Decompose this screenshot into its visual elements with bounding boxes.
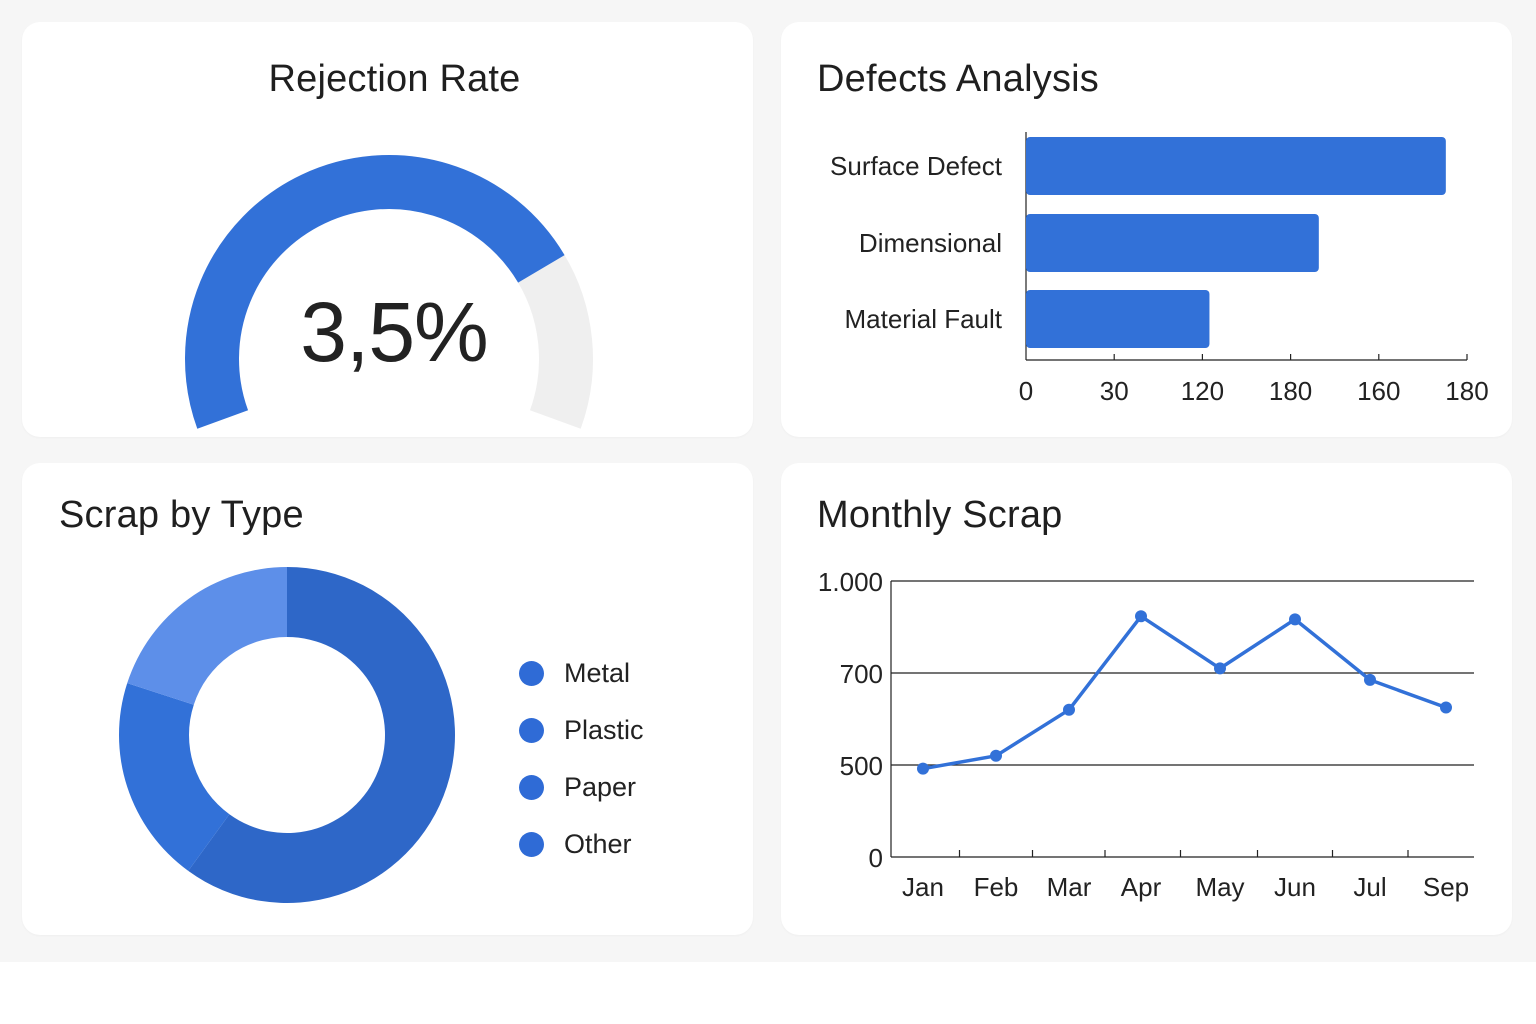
monthly-data-point bbox=[1063, 703, 1075, 716]
monthly-x-tick-label: Jun bbox=[1274, 872, 1316, 902]
legend-swatch bbox=[519, 775, 544, 800]
monthly-scrap-card: Monthly Scrap 0 500 700 1.000 Jan Feb Mar Apr Ma… bbox=[781, 463, 1512, 935]
monthly-data-point bbox=[1364, 673, 1376, 686]
rejection-gauge bbox=[185, 155, 593, 429]
monthly-series-line bbox=[922, 614, 1447, 771]
legend-swatch bbox=[519, 661, 544, 686]
monthly-data-point bbox=[1214, 662, 1226, 675]
monthly-data-point bbox=[990, 749, 1002, 762]
monthly-y-tick-label: 500 bbox=[840, 751, 883, 781]
defects-category-label: Material Fault bbox=[845, 304, 1003, 334]
defects-x-tick-label: 180 bbox=[1445, 376, 1488, 406]
defects-bar bbox=[1026, 137, 1446, 195]
gauge-fill bbox=[185, 155, 565, 429]
defects-x-tick-label: 160 bbox=[1357, 376, 1400, 406]
defects-x-tick-label: 0 bbox=[1019, 376, 1033, 406]
monthly-data-point bbox=[1289, 613, 1301, 626]
defects-analysis-card: Defects Analysis Surface Defect Dimension… bbox=[781, 22, 1512, 437]
defects-x-tick-label: 30 bbox=[1100, 376, 1129, 406]
legend-swatch bbox=[519, 718, 544, 743]
defects-bar bbox=[1026, 214, 1319, 272]
legend-label: Other bbox=[564, 829, 632, 859]
scrap-donut-chart bbox=[118, 567, 455, 903]
rejection-rate-title: Rejection Rate bbox=[268, 58, 521, 100]
monthly-x-tick-label: Jan bbox=[902, 872, 944, 902]
legend-item: Metal bbox=[519, 645, 644, 702]
monthly-y-tick-label: 1.000 bbox=[818, 567, 883, 597]
donut-slice bbox=[118, 683, 230, 871]
monthly-x-tick-label: Sep bbox=[1423, 872, 1469, 902]
scrap-legend: Metal Plastic Paper Other bbox=[519, 645, 644, 873]
defects-bar-chart: Surface Defect Dimensional Material Fault 0… bbox=[830, 132, 1489, 406]
monthly-y-tick-label: 700 bbox=[840, 659, 883, 689]
monthly-x-tick-label: Jul bbox=[1353, 872, 1386, 902]
monthly-x-tick-label: May bbox=[1195, 872, 1244, 902]
legend-swatch bbox=[519, 832, 544, 857]
monthly-data-point bbox=[917, 762, 929, 775]
footer-strip bbox=[0, 962, 1536, 1024]
legend-item: Paper bbox=[519, 759, 644, 816]
rejection-rate-card: Rejection Rate 3,5% bbox=[22, 22, 753, 437]
defects-category-label: Dimensional bbox=[859, 228, 1002, 258]
monthly-scrap-line-chart: 0 500 700 1.000 Jan Feb Mar Apr May Jun Jul Sep bbox=[818, 567, 1474, 902]
monthly-x-tick-label: Apr bbox=[1121, 872, 1162, 902]
donut-slice bbox=[127, 567, 287, 705]
donut-slice bbox=[188, 567, 455, 903]
defects-x-tick-label: 120 bbox=[1181, 376, 1224, 406]
defects-bar bbox=[1026, 290, 1210, 348]
scrap-by-type-card: Scrap by Type Metal Plastic Paper Other bbox=[22, 463, 753, 935]
legend-item: Plastic bbox=[519, 702, 644, 759]
monthly-y-tick-label: 0 bbox=[869, 843, 883, 873]
defects-category-label: Surface Defect bbox=[830, 151, 1003, 181]
defects-x-tick-label: 180 bbox=[1269, 376, 1312, 406]
monthly-scrap-title: Monthly Scrap bbox=[817, 494, 1063, 536]
monthly-x-tick-label: Mar bbox=[1047, 872, 1092, 902]
scrap-by-type-title: Scrap by Type bbox=[59, 494, 304, 536]
legend-label: Plastic bbox=[564, 715, 644, 745]
legend-item: Other bbox=[519, 816, 644, 873]
rejection-rate-value: 3,5% bbox=[300, 285, 488, 379]
monthly-data-point bbox=[1440, 701, 1452, 714]
monthly-x-tick-label: Feb bbox=[974, 872, 1019, 902]
monthly-data-point bbox=[1135, 610, 1147, 623]
legend-label: Metal bbox=[564, 658, 631, 688]
defects-analysis-title: Defects Analysis bbox=[817, 58, 1099, 100]
legend-label: Paper bbox=[564, 772, 637, 802]
